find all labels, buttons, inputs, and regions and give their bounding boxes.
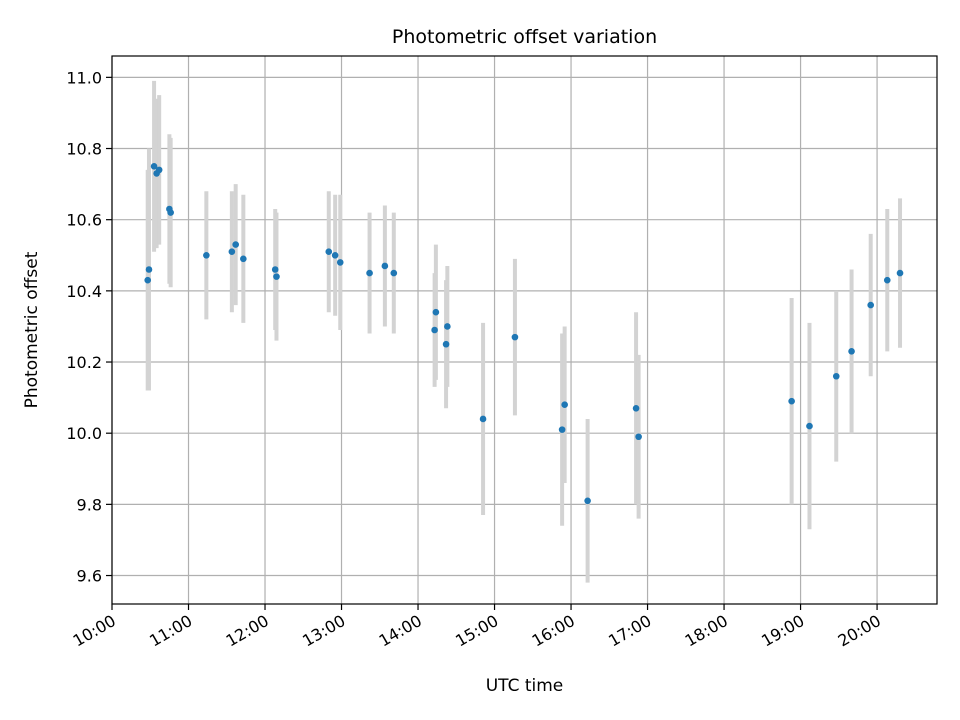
y-axis-label: Photometric offset (22, 251, 42, 408)
data-point (144, 276, 152, 284)
y-tick-label: 10.6 (66, 211, 102, 230)
data-point (273, 273, 280, 280)
data-point (240, 255, 247, 263)
data-point (336, 259, 344, 266)
data-point (155, 166, 163, 174)
plot-frame (111, 55, 938, 605)
data-point (145, 266, 153, 273)
data-point (381, 262, 389, 270)
data-point (325, 248, 333, 256)
data-point (584, 497, 591, 505)
y-tick-label: 10.8 (66, 140, 102, 159)
data-point (848, 348, 855, 355)
y-tick-label: 9.8 (77, 495, 102, 514)
y-tick-label: 10.0 (66, 424, 102, 443)
grid (111, 56, 937, 604)
data-point (788, 397, 795, 405)
data-point (806, 422, 813, 430)
data-point (561, 401, 568, 409)
y-axis: 9.6 9.8 10.0 10.2 10.4 10.6 10.8 11.0 (66, 68, 112, 586)
data-point (150, 163, 158, 170)
data-point (432, 308, 440, 316)
data-point (232, 241, 239, 248)
data-point (635, 433, 642, 441)
data-point (883, 276, 891, 284)
data-point (203, 251, 210, 259)
data-point (896, 269, 904, 277)
data-points (144, 163, 904, 505)
x-axis-label: UTC time (486, 676, 564, 696)
data-point (228, 248, 236, 256)
data-point (444, 323, 451, 330)
data-point (867, 301, 874, 309)
chart-title: Photometric offset variation (392, 26, 657, 48)
data-point (331, 251, 339, 259)
y-tick-label: 11.0 (66, 68, 102, 87)
data-point (832, 372, 840, 380)
data-point (442, 340, 450, 348)
data-point (479, 415, 487, 423)
data-point (632, 404, 640, 412)
data-point (167, 209, 174, 216)
y-tick-label: 10.2 (66, 353, 102, 372)
data-point (271, 266, 279, 273)
data-point (511, 333, 519, 341)
data-point (390, 269, 398, 277)
y-tick-label: 10.4 (66, 282, 102, 301)
data-point (558, 426, 566, 433)
data-point (366, 269, 373, 277)
y-tick-label: 9.6 (77, 567, 102, 586)
data-point (431, 326, 438, 334)
